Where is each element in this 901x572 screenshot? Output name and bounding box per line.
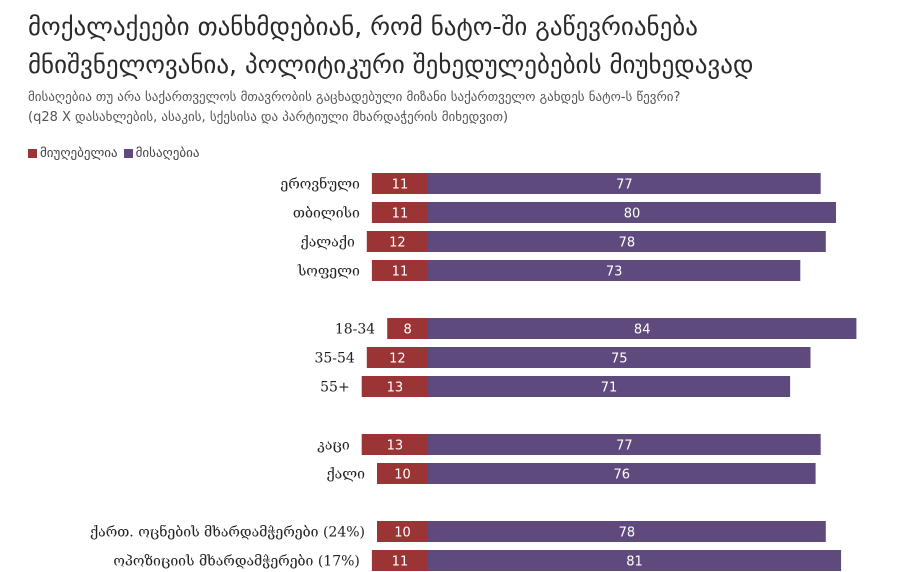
bar-acceptable: [428, 550, 842, 571]
question-text: მისაღებია თუ არა საქართველოს მთავრობის გ…: [28, 90, 681, 105]
value-label-unacceptable: 11: [392, 178, 409, 193]
category-label: ქალი: [326, 466, 365, 483]
bar-acceptable: [428, 463, 816, 484]
value-label-unacceptable: 13: [387, 381, 404, 396]
category-label: სოფელი: [297, 263, 360, 280]
bar-acceptable: [428, 376, 791, 397]
bar-unacceptable: [371, 260, 428, 281]
bar-unacceptable: [366, 347, 428, 368]
legend-label: მიუღებელია: [40, 146, 118, 161]
category-label: 55+: [320, 380, 350, 396]
value-label-unacceptable: 10: [394, 526, 411, 541]
bar-acceptable: [428, 521, 826, 542]
value-label-acceptable: 80: [624, 207, 641, 222]
category-label: 18-34: [335, 322, 375, 338]
value-label-acceptable: 77: [616, 178, 633, 193]
value-label-unacceptable: 8: [403, 323, 411, 338]
legend-swatch: [123, 149, 133, 158]
legend-item-unacceptable: მიუღებელია: [28, 146, 118, 161]
legend-item-acceptable: მისაღებია: [123, 146, 200, 161]
category-label: ქალაქი: [301, 234, 355, 251]
category-label: ქართ. ოცნების მხარდამჭერები (24%): [90, 523, 365, 541]
bar-acceptable: [428, 202, 836, 223]
bar-acceptable: [428, 231, 826, 252]
value-label-unacceptable: 11: [392, 207, 409, 222]
value-label-unacceptable: 11: [392, 265, 409, 280]
bar-unacceptable: [371, 202, 428, 223]
question-note: (q28 X დასახლების, ასაკის, სქესისა და პა…: [28, 110, 509, 125]
category-label: თბილისი: [293, 205, 360, 222]
value-label-acceptable: 81: [626, 555, 643, 570]
bar-acceptable: [428, 347, 811, 368]
bar-unacceptable: [366, 231, 428, 252]
chart-title: მოქალაქეები თანხმდებიან, რომ ნატო-ში გაწ…: [28, 12, 754, 79]
bar-unacceptable: [387, 318, 428, 339]
value-label-unacceptable: 12: [389, 236, 406, 251]
value-label-acceptable: 78: [619, 236, 636, 251]
chart-subtitle: მისაღებია თუ არა საქართველოს მთავრობის გ…: [28, 88, 680, 128]
bar-acceptable: [428, 318, 857, 339]
value-label-acceptable: 78: [619, 526, 636, 541]
category-label: ეროვნული: [280, 175, 360, 193]
bar-unacceptable: [371, 173, 428, 194]
legend-swatch: [28, 149, 37, 158]
category-label: კაცი: [317, 438, 350, 454]
value-label-unacceptable: 11: [392, 555, 409, 570]
value-label-unacceptable: 10: [394, 468, 411, 483]
value-label-acceptable: 75: [611, 352, 628, 367]
bar-acceptable: [428, 434, 821, 455]
bar-unacceptable: [361, 434, 428, 455]
legend-label: მისაღებია: [135, 146, 200, 161]
bar-unacceptable: [377, 521, 428, 542]
bar-unacceptable: [377, 463, 428, 484]
bar-acceptable: [428, 260, 801, 281]
bar-unacceptable: [361, 376, 428, 397]
value-label-unacceptable: 13: [387, 439, 404, 454]
value-label-acceptable: 71: [601, 381, 618, 396]
value-label-acceptable: 84: [634, 323, 651, 338]
category-label: ოპოზიციის მხარდამჭერები (17%): [113, 553, 360, 570]
value-label-unacceptable: 12: [389, 352, 406, 367]
value-label-acceptable: 76: [614, 468, 631, 483]
legend: მიუღებელია მისაღებია: [28, 146, 199, 161]
category-label: 35-54: [314, 351, 354, 367]
value-label-acceptable: 73: [606, 265, 623, 280]
value-label-acceptable: 77: [616, 439, 633, 454]
bar-unacceptable: [371, 550, 428, 571]
bar-acceptable: [428, 173, 821, 194]
